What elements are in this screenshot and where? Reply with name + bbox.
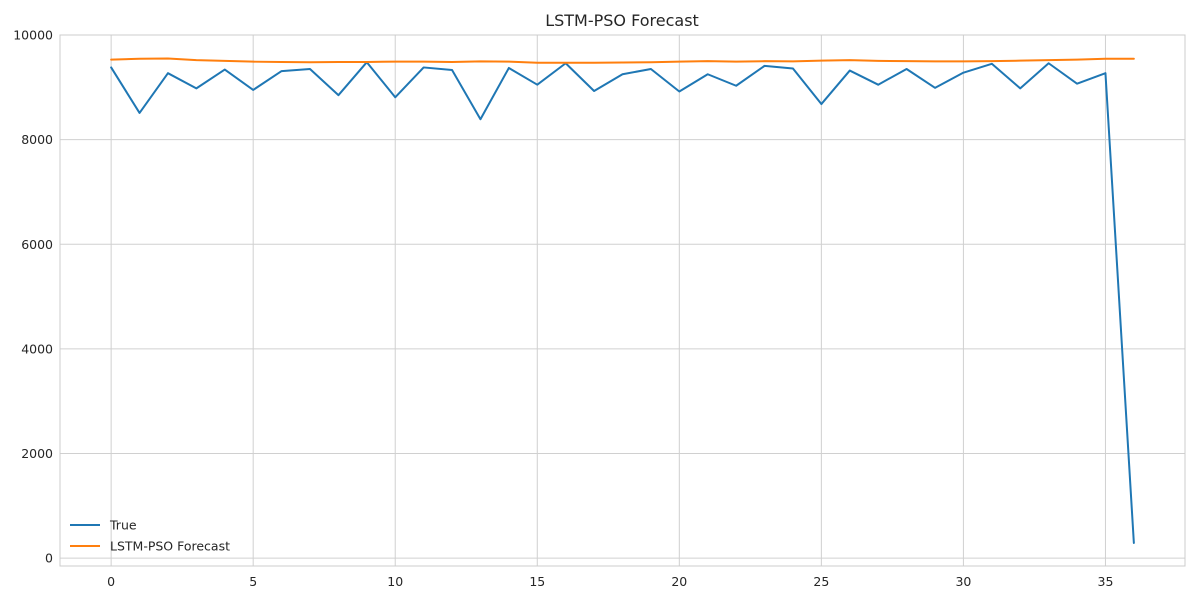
y-tick-label: 4000	[21, 341, 53, 356]
x-tick-label: 0	[107, 574, 115, 589]
x-tick-label: 5	[249, 574, 257, 589]
legend-label: True	[109, 518, 137, 533]
y-tick-label: 2000	[21, 446, 53, 461]
y-tick-label: 10000	[13, 28, 53, 43]
series-group	[110, 57, 1135, 544]
legend-label: LSTM-PSO Forecast	[110, 539, 230, 554]
y-tick-label: 0	[45, 551, 53, 566]
tick-labels: 0 5 10 15 20 25 30 35 0 2000 4000 6000 8000 10000	[13, 28, 1113, 590]
legend: True LSTM-PSO Forecast	[70, 518, 230, 554]
grid	[60, 34, 1185, 566]
y-tick-label: 8000	[21, 132, 53, 147]
x-tick-label: 25	[813, 574, 829, 589]
series-line-lstm-pso-forecast	[110, 57, 1135, 64]
x-tick-label: 15	[529, 574, 545, 589]
x-tick-label: 10	[387, 574, 403, 589]
x-tick-label: 30	[955, 574, 971, 589]
x-tick-label: 20	[671, 574, 687, 589]
x-tick-label: 35	[1098, 574, 1114, 589]
chart-title: LSTM-PSO Forecast	[545, 11, 699, 30]
plot-frame	[59, 34, 1186, 567]
y-tick-label: 6000	[21, 237, 53, 252]
series-line-true	[110, 61, 1135, 544]
